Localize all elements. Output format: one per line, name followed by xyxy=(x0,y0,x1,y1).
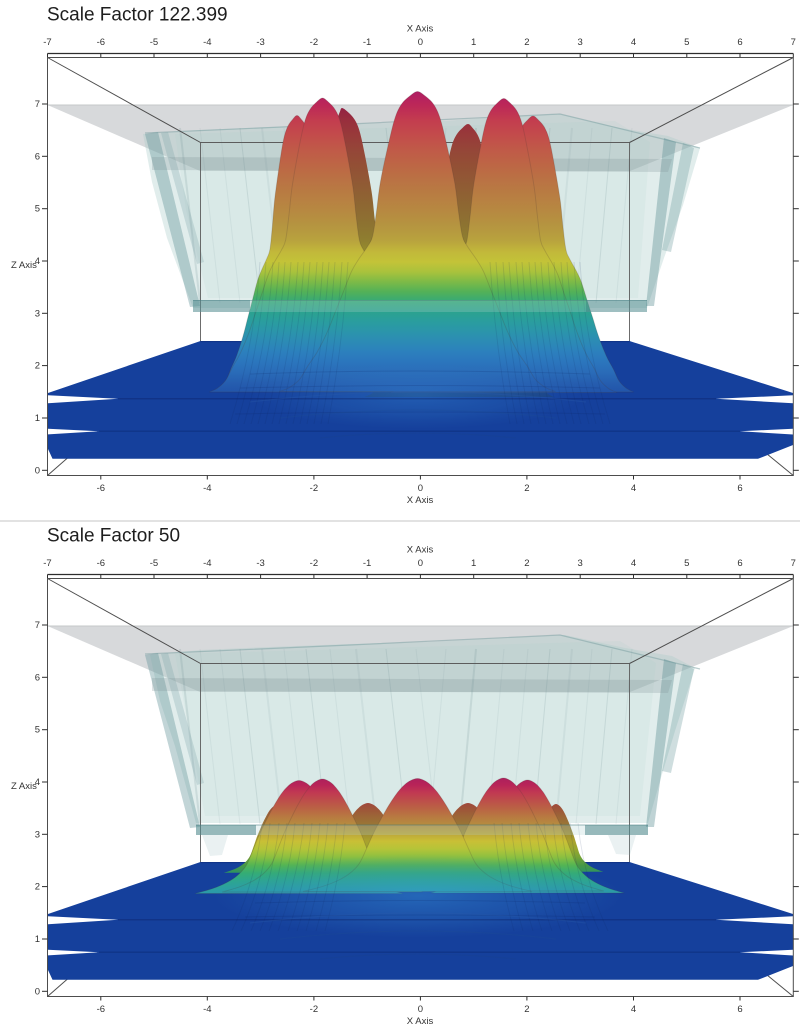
svg-text:-3: -3 xyxy=(256,37,264,48)
svg-text:2: 2 xyxy=(35,361,40,372)
svg-text:0: 0 xyxy=(418,483,423,494)
svg-text:7: 7 xyxy=(35,620,40,631)
svg-text:6: 6 xyxy=(737,1004,742,1015)
svg-text:-3: -3 xyxy=(256,558,264,569)
svg-text:-4: -4 xyxy=(203,37,211,48)
svg-text:2: 2 xyxy=(524,558,529,569)
svg-text:2: 2 xyxy=(524,1004,529,1015)
svg-text:4: 4 xyxy=(631,558,636,569)
svg-text:1: 1 xyxy=(35,934,40,945)
svg-text:7: 7 xyxy=(791,558,796,569)
svg-text:2: 2 xyxy=(35,882,40,893)
svg-text:-1: -1 xyxy=(363,558,371,569)
svg-text:3: 3 xyxy=(578,558,583,569)
svg-text:-2: -2 xyxy=(310,558,318,569)
svg-text:1: 1 xyxy=(471,37,476,48)
svg-text:0: 0 xyxy=(418,37,423,48)
svg-text:X Axis: X Axis xyxy=(407,24,434,35)
svg-text:5: 5 xyxy=(35,725,40,736)
svg-text:3: 3 xyxy=(578,37,583,48)
svg-text:7: 7 xyxy=(791,37,796,48)
svg-text:-4: -4 xyxy=(203,1004,211,1015)
svg-text:6: 6 xyxy=(35,151,40,162)
svg-text:Scale Factor 122.399: Scale Factor 122.399 xyxy=(47,5,228,26)
svg-text:2: 2 xyxy=(524,483,529,494)
svg-text:3: 3 xyxy=(35,829,40,840)
svg-text:-2: -2 xyxy=(310,483,318,494)
svg-text:-7: -7 xyxy=(43,558,51,569)
svg-text:0: 0 xyxy=(35,986,40,997)
svg-text:4: 4 xyxy=(631,483,636,494)
svg-text:6: 6 xyxy=(737,37,742,48)
svg-text:X Axis: X Axis xyxy=(407,495,434,506)
svg-text:5: 5 xyxy=(684,37,689,48)
svg-text:2: 2 xyxy=(524,37,529,48)
svg-text:-6: -6 xyxy=(97,558,105,569)
svg-text:0: 0 xyxy=(418,558,423,569)
svg-text:5: 5 xyxy=(35,204,40,215)
svg-text:3: 3 xyxy=(35,308,40,319)
svg-text:Z Axis: Z Axis xyxy=(11,781,37,792)
svg-text:-4: -4 xyxy=(203,483,211,494)
svg-text:4: 4 xyxy=(631,1004,636,1015)
svg-text:-6: -6 xyxy=(97,483,105,494)
svg-text:-6: -6 xyxy=(97,37,105,48)
svg-text:-2: -2 xyxy=(310,1004,318,1015)
svg-text:-2: -2 xyxy=(310,37,318,48)
svg-text:Z Axis: Z Axis xyxy=(11,260,37,271)
svg-text:6: 6 xyxy=(737,558,742,569)
svg-text:6: 6 xyxy=(35,672,40,683)
svg-text:-7: -7 xyxy=(43,37,51,48)
svg-text:-6: -6 xyxy=(97,1004,105,1015)
svg-text:4: 4 xyxy=(35,256,40,267)
svg-text:Scale Factor 50: Scale Factor 50 xyxy=(47,526,180,547)
svg-text:4: 4 xyxy=(35,777,40,788)
svg-text:4: 4 xyxy=(631,37,636,48)
svg-text:0: 0 xyxy=(418,1004,423,1015)
svg-text:1: 1 xyxy=(471,558,476,569)
svg-text:-5: -5 xyxy=(150,558,158,569)
svg-text:X Axis: X Axis xyxy=(407,1016,434,1027)
svg-text:6: 6 xyxy=(737,483,742,494)
svg-text:-4: -4 xyxy=(203,558,211,569)
svg-text:7: 7 xyxy=(35,99,40,110)
svg-text:-1: -1 xyxy=(363,37,371,48)
svg-text:1: 1 xyxy=(35,413,40,424)
svg-text:5: 5 xyxy=(684,558,689,569)
svg-text:-5: -5 xyxy=(150,37,158,48)
svg-text:0: 0 xyxy=(35,465,40,476)
svg-text:X Axis: X Axis xyxy=(407,545,434,556)
